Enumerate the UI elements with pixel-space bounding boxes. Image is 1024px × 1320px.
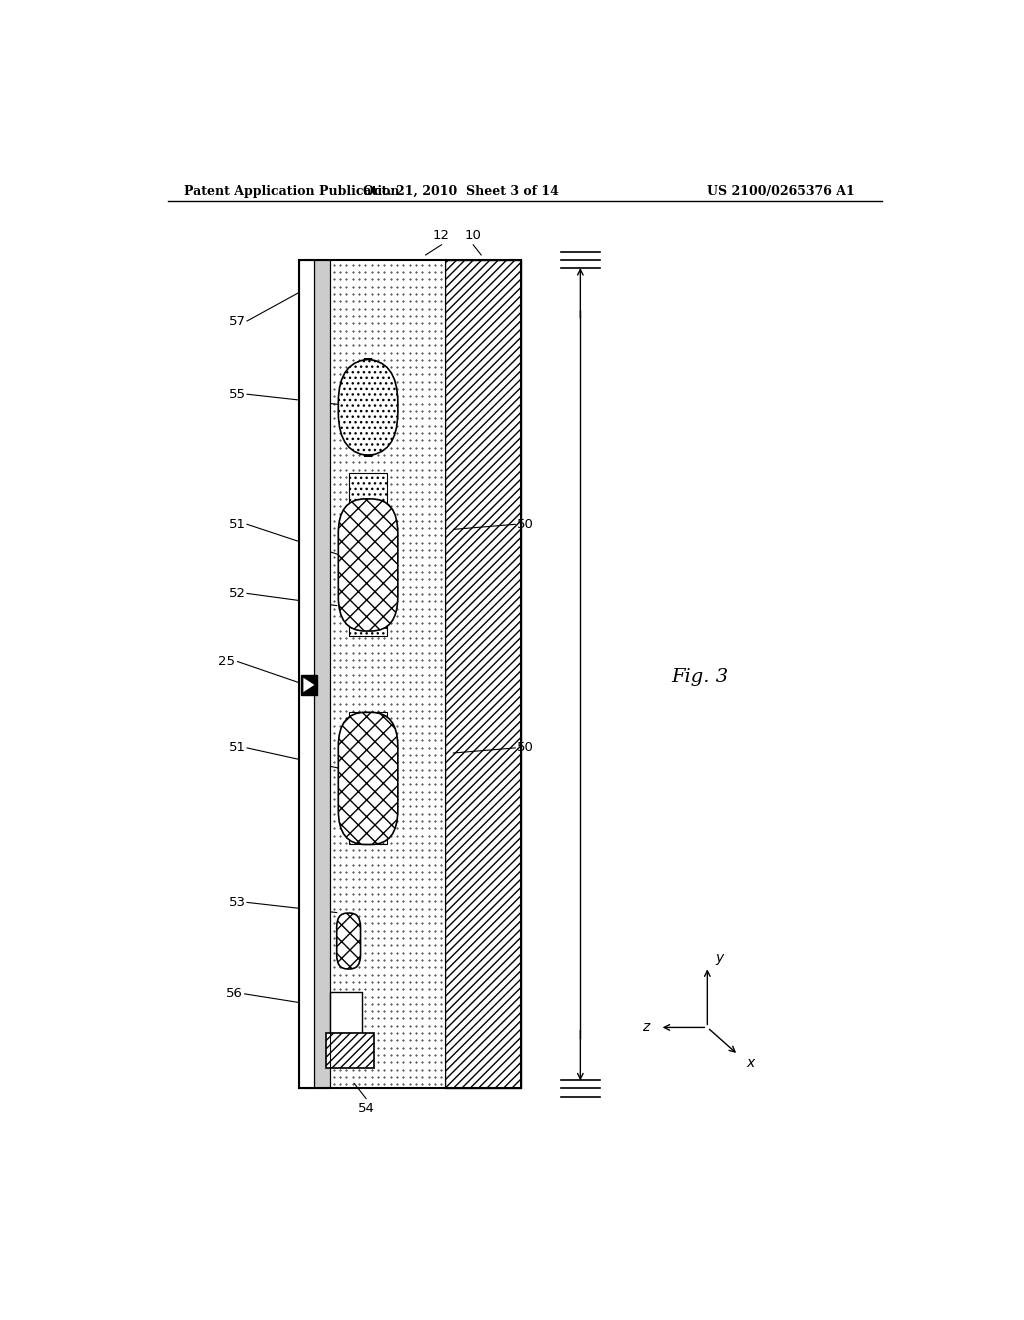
Text: 10: 10 bbox=[465, 228, 481, 242]
Text: 56: 56 bbox=[226, 987, 243, 1001]
Text: Oct. 21, 2010  Sheet 3 of 14: Oct. 21, 2010 Sheet 3 of 14 bbox=[364, 185, 559, 198]
Bar bbox=[331, 260, 445, 1089]
Text: 57: 57 bbox=[228, 314, 246, 327]
Bar bbox=[445, 260, 521, 1089]
Text: 52: 52 bbox=[228, 587, 246, 599]
FancyBboxPatch shape bbox=[338, 359, 397, 455]
FancyBboxPatch shape bbox=[338, 499, 397, 631]
FancyBboxPatch shape bbox=[337, 913, 360, 969]
Text: z: z bbox=[642, 1020, 649, 1035]
Polygon shape bbox=[303, 677, 314, 692]
Text: 54: 54 bbox=[357, 1102, 375, 1115]
Bar bbox=[349, 474, 387, 636]
Text: Patent Application Publication: Patent Application Publication bbox=[183, 185, 399, 198]
Text: 53: 53 bbox=[228, 896, 246, 909]
Bar bbox=[327, 1032, 374, 1068]
Bar bbox=[301, 675, 316, 696]
Text: US 2100/0265376 A1: US 2100/0265376 A1 bbox=[708, 185, 855, 198]
Text: 50: 50 bbox=[517, 742, 534, 755]
Text: 50: 50 bbox=[517, 517, 534, 531]
Text: x: x bbox=[746, 1056, 755, 1071]
Bar bbox=[314, 260, 331, 1089]
Text: 25: 25 bbox=[218, 655, 236, 668]
Bar bbox=[349, 713, 387, 845]
Bar bbox=[331, 991, 362, 1032]
Text: y: y bbox=[715, 952, 723, 965]
Text: 12: 12 bbox=[433, 228, 450, 242]
Text: 51: 51 bbox=[228, 742, 246, 755]
Bar bbox=[299, 260, 314, 1089]
Text: Fig. 3: Fig. 3 bbox=[671, 668, 728, 686]
FancyBboxPatch shape bbox=[338, 713, 397, 845]
Text: 55: 55 bbox=[228, 388, 246, 401]
Text: 51: 51 bbox=[228, 517, 246, 531]
